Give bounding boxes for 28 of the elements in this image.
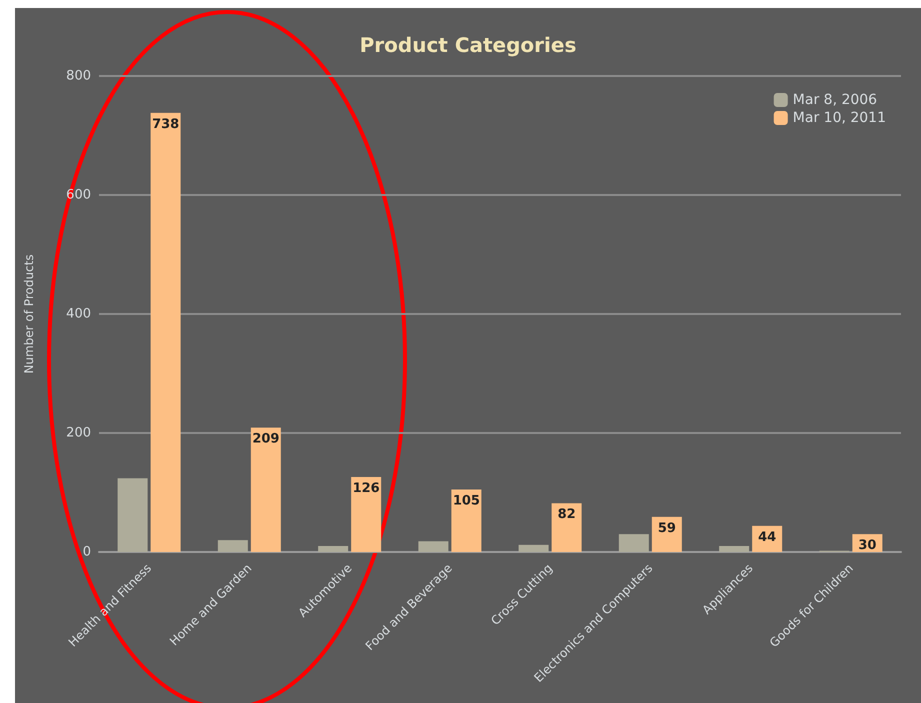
bar	[318, 546, 348, 552]
legend-label: Mar 10, 2011	[792, 110, 886, 126]
bar	[351, 477, 382, 552]
bar	[250, 428, 281, 552]
bar	[719, 546, 750, 552]
y-tick-label: 0	[82, 544, 91, 560]
data-label: 126	[352, 481, 380, 496]
bar	[518, 544, 549, 552]
data-label: 82	[558, 507, 576, 522]
legend-label: Mar 8, 2006	[792, 92, 878, 108]
bar	[218, 540, 248, 552]
data-label: 738	[152, 116, 180, 132]
data-label: 209	[252, 432, 280, 447]
chart-title: Product Categories	[360, 33, 576, 57]
y-axis-title: Number of Products	[22, 254, 36, 374]
bar	[451, 490, 482, 552]
y-tick-label: 400	[66, 306, 91, 322]
data-label: 44	[758, 530, 776, 545]
data-label: 105	[452, 494, 480, 509]
y-tick-label: 200	[66, 426, 91, 440]
bar	[418, 541, 448, 552]
data-label: 59	[658, 520, 676, 536]
y-tick-label: 800	[66, 68, 91, 84]
bar	[552, 503, 582, 552]
bar	[150, 112, 181, 552]
bar	[618, 534, 649, 552]
data-label: 30	[858, 538, 876, 554]
bar	[118, 478, 148, 552]
